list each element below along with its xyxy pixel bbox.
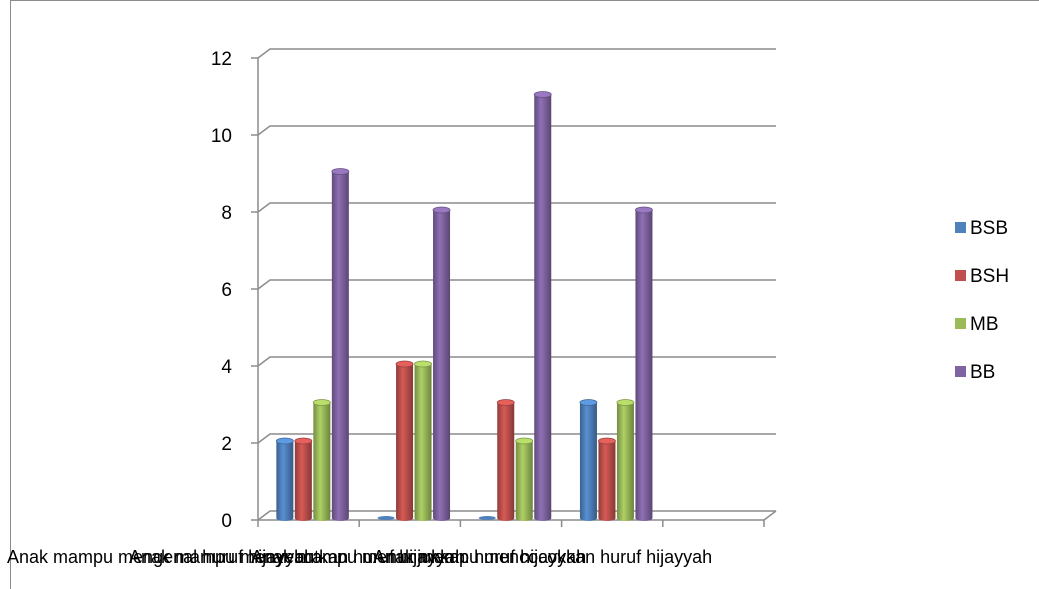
legend-label-bb: BB xyxy=(970,362,995,383)
bars xyxy=(275,91,653,521)
gridline xyxy=(257,433,776,444)
gridlines xyxy=(257,48,776,521)
chart-frame xyxy=(10,0,1039,589)
bar-bsb-1 xyxy=(275,437,294,521)
bar-bsb-2 xyxy=(377,516,395,520)
legend-label-mb: MB xyxy=(970,314,999,335)
y-tick-label: 2 xyxy=(221,434,232,455)
bar-bb-3 xyxy=(533,91,552,521)
x-category-label: Anak mampu menunjukkan huruf hijayyah xyxy=(251,547,586,567)
legend-swatch-bsb xyxy=(955,222,966,233)
bar-bb-1 xyxy=(331,168,350,521)
bar-mb-3 xyxy=(515,437,534,521)
gridline xyxy=(257,125,776,136)
gridline xyxy=(257,202,776,213)
y-tick-label: 10 xyxy=(211,126,232,147)
bar-bsh-3 xyxy=(496,399,515,521)
gridline xyxy=(257,356,776,367)
bar-mb-2 xyxy=(414,360,432,521)
bar-bsb-4 xyxy=(579,399,598,521)
bar-bsh-2 xyxy=(395,360,414,521)
bar-bsh-1 xyxy=(294,437,313,521)
bar-bb-2 xyxy=(432,206,451,521)
legend-label-bsh: BSH xyxy=(970,266,1009,287)
x-category-label: Anak mampu menyebutkan huruf hijayyah xyxy=(129,547,465,567)
y-tick-label: 8 xyxy=(221,203,232,224)
bar-mb-1 xyxy=(312,399,331,521)
y-tick-label: 12 xyxy=(211,49,232,70)
bar-bb-4 xyxy=(635,206,653,521)
legend-label-bsb: BSB xyxy=(970,218,1008,239)
bar-bsh-4 xyxy=(598,437,616,521)
y-tick-label: 0 xyxy=(221,511,232,532)
y-tick-label: 4 xyxy=(221,357,232,378)
bar-mb-4 xyxy=(616,399,635,521)
legend-swatch-bb xyxy=(955,366,966,377)
legend-swatch-bsh xyxy=(955,270,966,281)
legend: BSB BSH MB BB xyxy=(955,218,1009,383)
bar-bsb-3 xyxy=(478,516,496,520)
x-axis-depth-line xyxy=(763,510,777,521)
legend-swatch-mb xyxy=(955,318,966,329)
gridline xyxy=(257,48,776,59)
x-category-label: Anak mampu mencocokkan huruf hijayyah xyxy=(373,547,712,567)
gridline xyxy=(257,279,776,290)
y-tick-label: 6 xyxy=(221,280,232,301)
x-category-label: Anak mampu mengenal huruf hijayyah xyxy=(7,547,314,567)
